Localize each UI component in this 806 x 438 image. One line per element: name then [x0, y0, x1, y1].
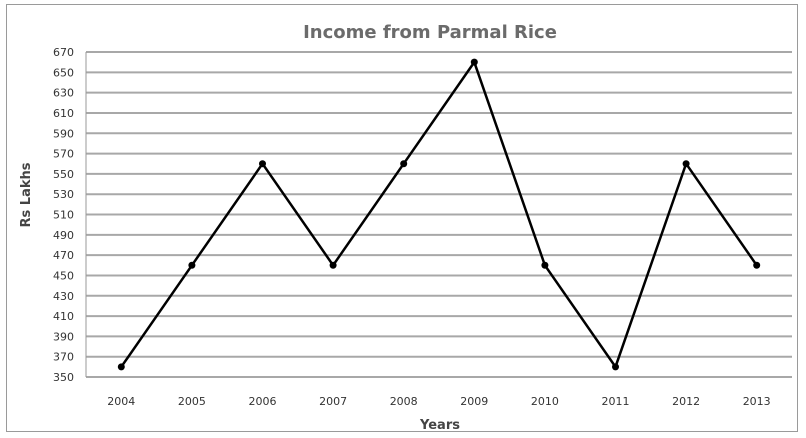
x-tick-label: 2008 — [390, 395, 418, 408]
x-tick-label: 2013 — [743, 395, 771, 408]
x-tick-label: 2009 — [460, 395, 488, 408]
series-group — [117, 58, 761, 371]
y-tick-label: 450 — [53, 269, 74, 282]
y-tick-label: 610 — [53, 107, 74, 120]
data-point — [259, 160, 266, 168]
x-axis-label: Years — [419, 418, 460, 433]
data-point — [682, 160, 690, 168]
data-point — [400, 160, 408, 168]
grid-lines — [85, 51, 792, 378]
chart-title: Income from Parmal Rice — [303, 22, 557, 43]
series-line — [120, 59, 758, 370]
y-tick-label: 490 — [53, 229, 74, 242]
data-point — [541, 261, 549, 269]
y-axis-ticks: 350 370 390 410 430 450 470 490 510 530 550 570 590 6… — [53, 46, 74, 384]
y-tick-label: 530 — [53, 188, 74, 201]
y-tick-label: 410 — [53, 310, 74, 323]
y-tick-label: 390 — [53, 330, 74, 343]
y-tick-label: 590 — [53, 127, 74, 140]
x-tick-label: 2012 — [672, 395, 700, 408]
x-tick-label: 2005 — [178, 395, 206, 408]
y-tick-label: 670 — [53, 46, 74, 59]
y-tick-label: 350 — [53, 371, 74, 384]
y-tick-label: 570 — [53, 148, 74, 161]
data-point — [753, 261, 761, 269]
x-tick-label: 2004 — [107, 395, 135, 408]
x-tick-label: 2010 — [531, 395, 559, 408]
y-tick-label: 430 — [53, 290, 74, 303]
x-axis-ticks: 2004 2005 2006 2007 2008 2009 2010 2011 2012 2013 — [107, 395, 770, 408]
x-tick-label: 2007 — [319, 395, 347, 408]
x-tick-label: 2006 — [249, 395, 277, 408]
data-point — [117, 363, 125, 371]
y-tick-label: 650 — [53, 66, 74, 79]
y-tick-label: 630 — [53, 87, 74, 100]
y-tick-label: 550 — [53, 168, 74, 181]
y-tick-label: 370 — [53, 351, 74, 364]
y-axis-label: Rs Lakhs — [19, 162, 34, 227]
x-tick-label: 2011 — [602, 395, 630, 408]
y-tick-label: 510 — [53, 209, 74, 222]
data-point — [188, 261, 196, 269]
y-tick-label: 470 — [53, 249, 74, 262]
data-point — [470, 58, 478, 66]
data-point — [612, 363, 619, 371]
data-point — [329, 261, 337, 269]
